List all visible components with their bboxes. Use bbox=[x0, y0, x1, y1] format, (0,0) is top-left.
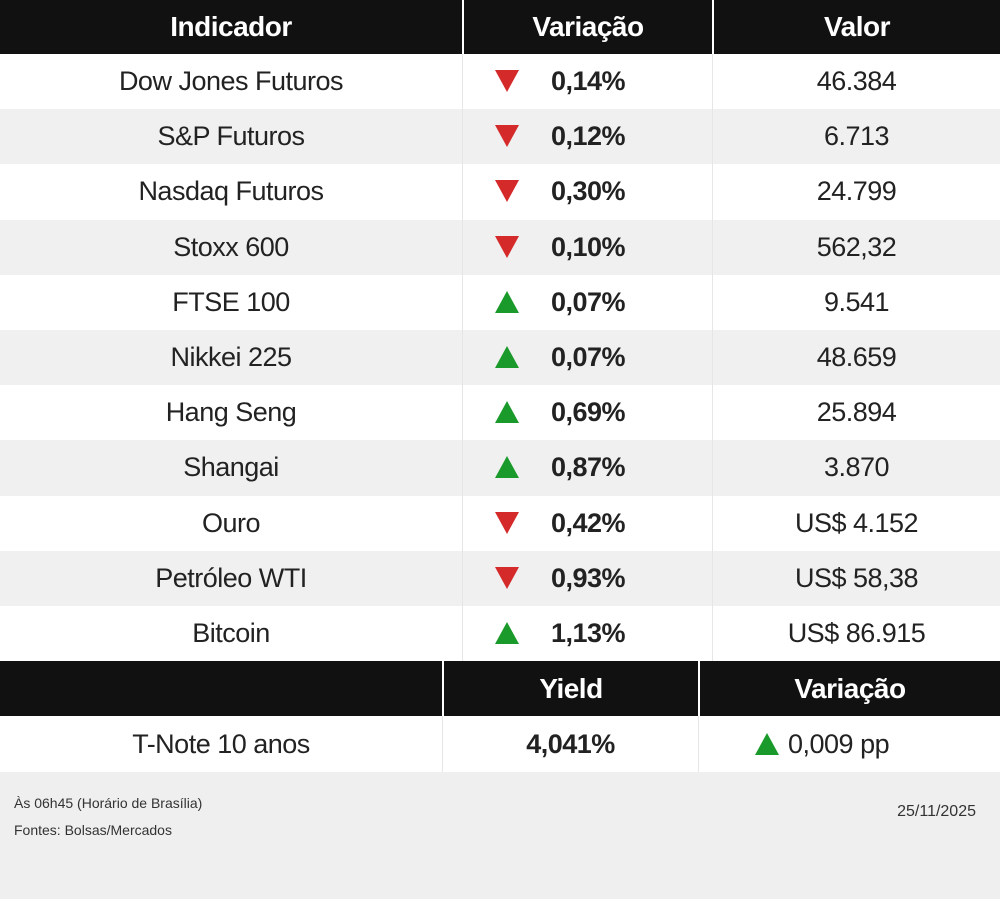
triangle bbox=[755, 733, 779, 755]
value: 46.384 bbox=[712, 54, 1000, 110]
variation bbox=[462, 54, 712, 110]
variation bbox=[462, 495, 712, 551]
arrow-down bbox=[495, 180, 519, 203]
arrow-up bbox=[495, 456, 519, 479]
row-bg bbox=[0, 495, 1000, 551]
value: 48.659 bbox=[712, 330, 1000, 386]
variation-text: 0,07% bbox=[550, 342, 626, 373]
triangle bbox=[495, 622, 519, 644]
arrow-down bbox=[495, 125, 519, 148]
indicator: Nasdaq Futuros bbox=[138, 176, 324, 207]
header-cell: Variação bbox=[698, 661, 1000, 716]
variation-col bbox=[698, 716, 1000, 772]
arrow-down bbox=[495, 235, 519, 258]
value: 3.870 bbox=[712, 440, 1000, 496]
header-blank bbox=[0, 661, 442, 716]
value: 6.713 bbox=[712, 109, 1000, 165]
variation-text: 0,42% bbox=[550, 507, 626, 538]
arrow-up bbox=[495, 290, 519, 313]
row-bg bbox=[0, 274, 1000, 330]
variation bbox=[462, 440, 712, 496]
variation-text: 0,69% bbox=[550, 397, 626, 428]
indicator: T-Note 10 anos bbox=[132, 728, 310, 759]
triangle bbox=[495, 125, 519, 148]
variation-text: 1,13% bbox=[550, 618, 626, 649]
variation bbox=[462, 219, 712, 275]
variation-text: 0,87% bbox=[550, 452, 626, 483]
arrow-up bbox=[755, 733, 779, 755]
row-bg bbox=[0, 550, 1000, 606]
indicator: S&P Futuros bbox=[157, 121, 305, 152]
triangle bbox=[495, 70, 519, 92]
arrow-up bbox=[495, 622, 519, 644]
value: US$ 58,38 bbox=[712, 550, 1000, 606]
variation-text: 0,14% bbox=[550, 66, 626, 97]
indicator: Dow Jones Futuros bbox=[118, 66, 344, 97]
indicator: Shangai bbox=[183, 452, 279, 483]
row-bg bbox=[0, 164, 1000, 220]
triangle bbox=[495, 346, 519, 368]
indicator: FTSE 100 bbox=[172, 286, 290, 317]
value: 25.894 bbox=[712, 385, 1000, 441]
yield: 4,041% bbox=[442, 716, 698, 772]
indicator: Nikkei 225 bbox=[170, 342, 292, 373]
arrow-down bbox=[495, 566, 519, 589]
footer-date: 25/11/2025 bbox=[897, 803, 976, 820]
variation-text: 0,30% bbox=[550, 176, 626, 207]
arrow-down bbox=[495, 70, 519, 92]
header-cell: Yield bbox=[442, 661, 698, 716]
value: 24.799 bbox=[712, 164, 1000, 220]
header-cell: Valor bbox=[712, 0, 1000, 54]
header-cell: Indicador bbox=[0, 0, 462, 54]
variation-text: 0,12% bbox=[550, 121, 626, 152]
variation bbox=[462, 330, 712, 386]
footer-time: Às 06h45 (Horário de Brasília) bbox=[14, 795, 203, 811]
indicator: Petróleo WTI bbox=[155, 562, 307, 593]
variation bbox=[462, 274, 712, 330]
variation bbox=[462, 164, 712, 220]
row-bg bbox=[0, 109, 1000, 165]
variation bbox=[462, 109, 712, 165]
value: US$ 86.915 bbox=[712, 606, 1000, 662]
variation-text: 0,93% bbox=[550, 562, 626, 593]
variation bbox=[462, 385, 712, 441]
arrow-up bbox=[495, 401, 519, 424]
indicator: Stoxx 600 bbox=[173, 231, 289, 262]
value: US$ 4.152 bbox=[712, 495, 1000, 551]
row-bg bbox=[0, 385, 1000, 441]
indicator: Bitcoin bbox=[192, 618, 270, 649]
variation-text: 0,009 pp bbox=[788, 728, 890, 759]
variation-text: 0,07% bbox=[550, 286, 626, 317]
row-bg bbox=[0, 440, 1000, 496]
row-bg bbox=[0, 606, 1000, 662]
indicator: Ouro bbox=[201, 507, 261, 538]
triangle bbox=[495, 290, 519, 313]
row-bg bbox=[0, 716, 1000, 772]
indicator: Hang Seng bbox=[165, 397, 297, 428]
triangle bbox=[495, 180, 519, 203]
triangle bbox=[495, 511, 519, 534]
triangle bbox=[495, 456, 519, 479]
header-cell: Variação bbox=[462, 0, 712, 54]
variation bbox=[462, 550, 712, 606]
row-bg bbox=[0, 330, 1000, 386]
footer-sources: Fontes: Bolsas/Mercados bbox=[14, 822, 172, 838]
variation bbox=[462, 606, 712, 662]
row-bg bbox=[0, 54, 1000, 110]
triangle bbox=[495, 401, 519, 424]
arrow-down bbox=[495, 511, 519, 534]
triangle bbox=[495, 566, 519, 589]
triangle bbox=[495, 235, 519, 258]
arrow-up bbox=[495, 346, 519, 368]
value: 562,32 bbox=[712, 219, 1000, 275]
variation-text: 0,10% bbox=[550, 231, 626, 262]
row-bg bbox=[0, 219, 1000, 275]
value: 9.541 bbox=[712, 274, 1000, 330]
